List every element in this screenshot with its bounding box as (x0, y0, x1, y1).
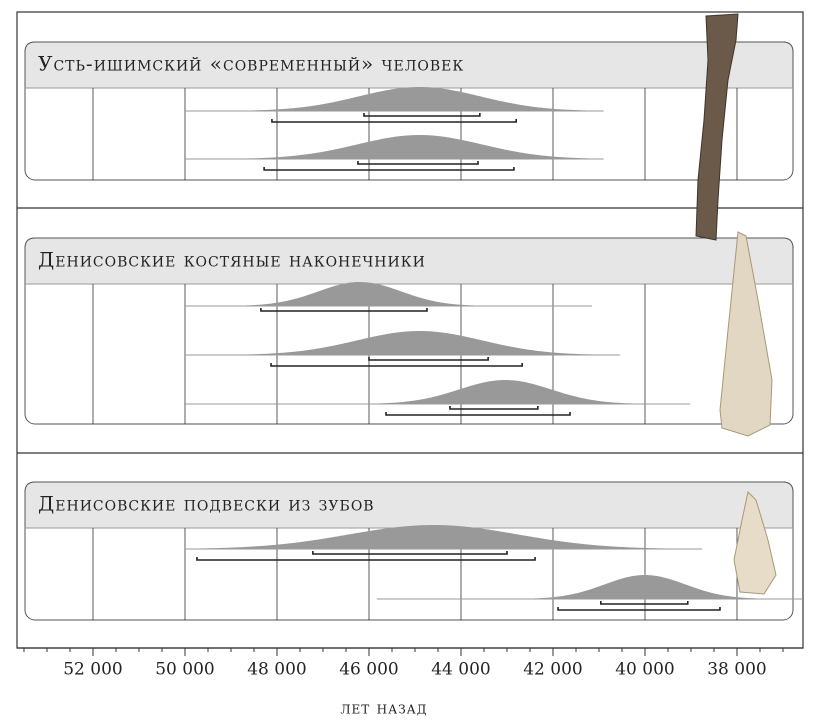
range-bar (557, 607, 721, 611)
range-bar (312, 551, 508, 555)
x-tick-label: 50 000 (155, 660, 214, 680)
x-tick-label: 44 000 (431, 660, 490, 680)
range-bar (357, 161, 479, 165)
panel-title-band (24, 481, 794, 529)
point-image (719, 231, 773, 437)
x-tick-label: 42 000 (523, 660, 582, 680)
range-bar (368, 357, 489, 361)
panel-title: Усть-ишимский «современный» человек (38, 52, 464, 76)
x-tick-label: 48 000 (247, 660, 306, 680)
range-bar (449, 406, 539, 410)
x-axis-label: лет назад (340, 699, 427, 719)
plot: Усть-ишимский «современный» человек Денис… (17, 41, 803, 680)
distribution (376, 575, 803, 599)
artifact-images (695, 13, 777, 595)
range-bar (271, 119, 517, 123)
range-bar (600, 601, 689, 605)
range-bar (363, 113, 481, 117)
distribution (184, 380, 691, 404)
range-bar (270, 363, 523, 367)
distribution (184, 331, 621, 355)
range-bar (260, 308, 428, 312)
distribution (184, 87, 604, 111)
x-tick-label: 52 000 (63, 660, 122, 680)
distribution (184, 282, 593, 306)
panel-title-band (24, 41, 794, 89)
range-bar (385, 412, 571, 416)
panel-title: Денисовские подвески из зубов (38, 492, 375, 516)
distribution (184, 525, 703, 549)
panel-title-band (24, 237, 794, 285)
range-bar (196, 557, 536, 561)
x-tick-label: 38 000 (707, 660, 766, 680)
range-bar (263, 167, 515, 171)
distribution (184, 135, 604, 159)
panel-title: Денисовские костяные наконечники (38, 248, 426, 272)
x-tick-label: 40 000 (615, 660, 674, 680)
bone-image (695, 13, 739, 241)
tooth-image (733, 490, 777, 595)
x-tick-label: 46 000 (339, 660, 398, 680)
